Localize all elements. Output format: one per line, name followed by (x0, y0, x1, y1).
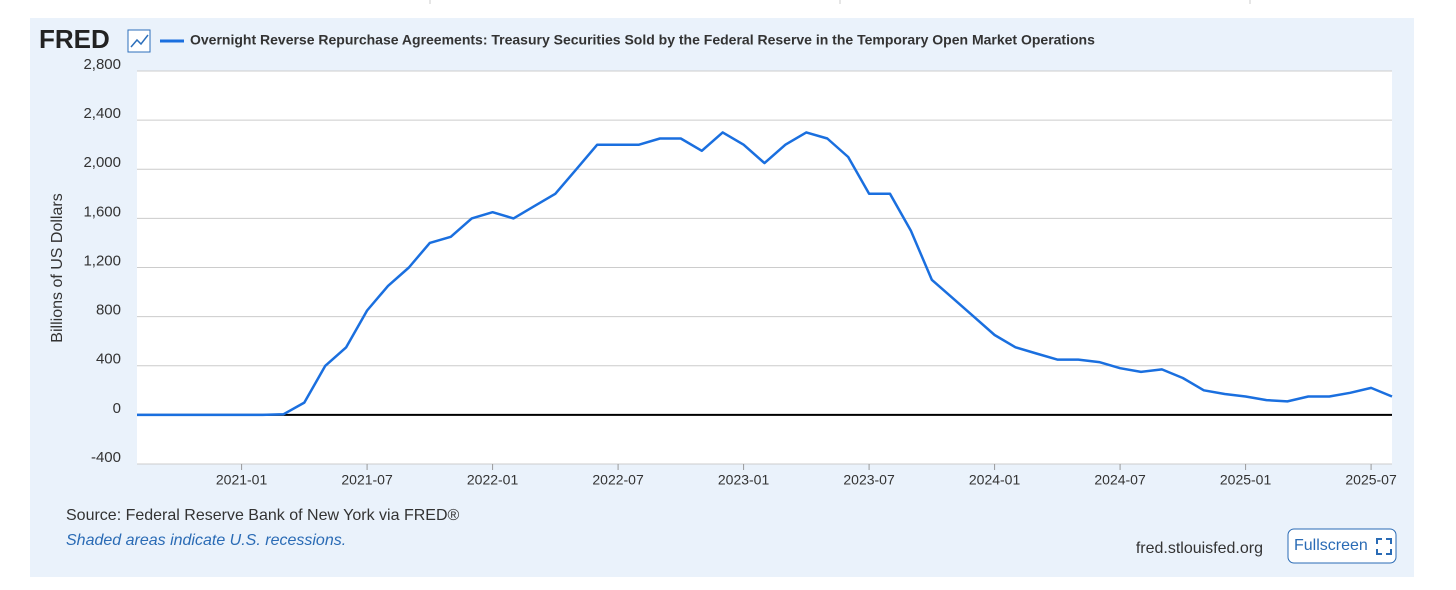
x-tick-label: 2025-07 (1345, 472, 1397, 488)
x-tick-label: 2024-07 (1094, 472, 1146, 488)
legend-label: Overnight Reverse Repurchase Agreements:… (190, 32, 1095, 48)
site: fred.stlouisfed.org (1136, 540, 1263, 557)
x-tick-label: 2024-01 (969, 472, 1021, 488)
fullscreen-button[interactable] (1287, 528, 1397, 564)
logo-icon (130, 34, 149, 48)
y-tick-label: 2,000 (83, 154, 121, 171)
y-tick-label: 0 (113, 400, 121, 417)
logo: FRED (39, 24, 110, 54)
y-tick-label: 1,600 (83, 203, 121, 220)
source: Source: Federal Reserve Bank of New York… (66, 507, 460, 524)
y-tick-label: 800 (96, 302, 121, 319)
x-tick-label: 2022-01 (467, 472, 519, 488)
y-tick-label: 400 (96, 351, 121, 368)
x-tick-label: 2022-07 (592, 472, 644, 488)
y-tick-label: -400 (91, 449, 121, 466)
fullscreen-icon[interactable] (1376, 538, 1392, 555)
data-line (137, 131, 1393, 417)
note: Shaded areas indicate U.S. recessions. (66, 532, 346, 549)
x-tick-label: 2021-07 (341, 472, 393, 488)
y-tick-label: 2,800 (83, 56, 121, 73)
y-tick-label: 1,200 (83, 252, 121, 269)
x-tick-label: 2025-01 (1220, 472, 1272, 488)
x-tick-label: 2023-07 (843, 472, 895, 488)
x-tick-label: 2021-01 (216, 472, 268, 488)
y-axis-label: Billions of US Dollars (49, 193, 66, 342)
fullscreen-label[interactable]: Fullscreen (1294, 537, 1368, 554)
x-tick-label: 2023-01 (718, 472, 770, 488)
y-tick-label: 2,400 (83, 105, 121, 122)
